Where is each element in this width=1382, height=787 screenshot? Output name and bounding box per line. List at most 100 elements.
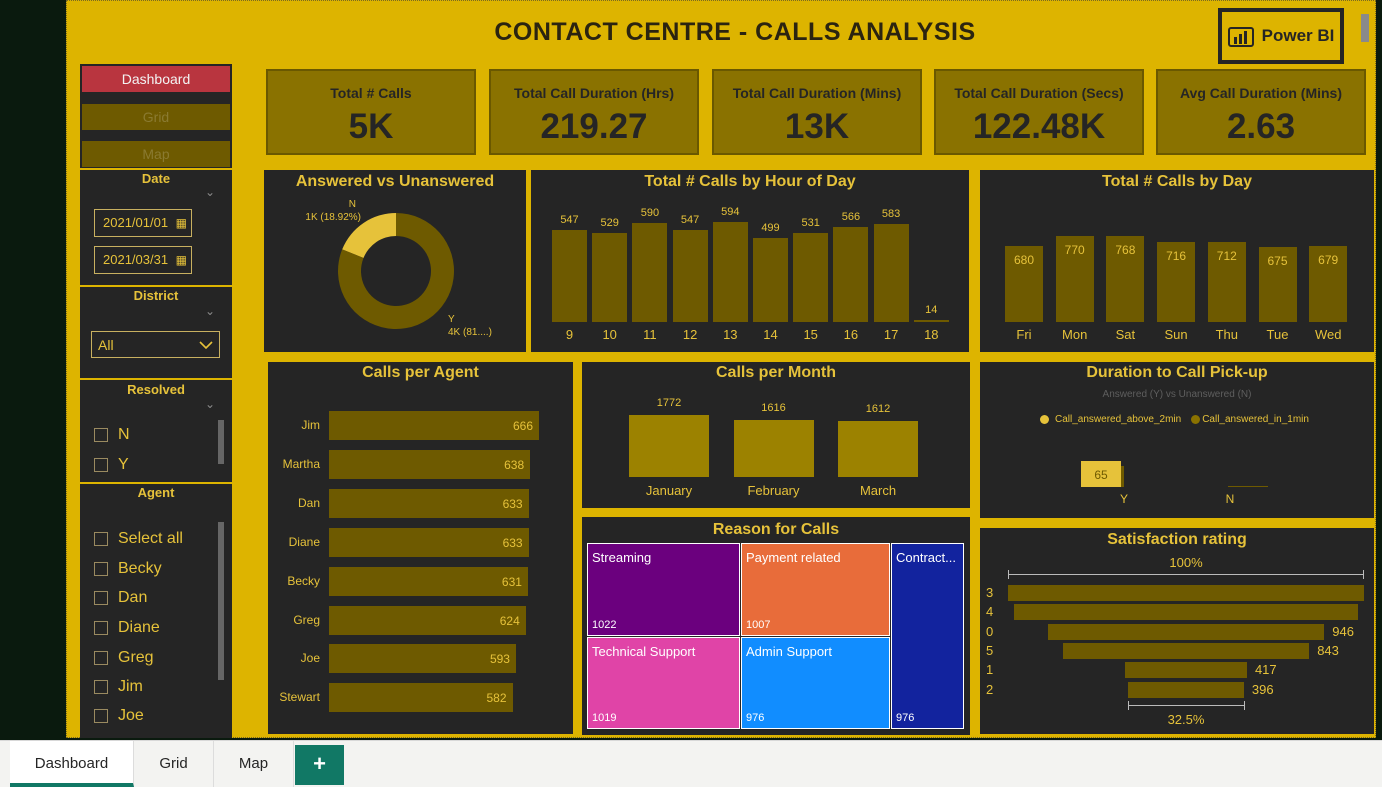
checkbox[interactable]: [94, 458, 108, 472]
chart-bar[interactable]: [329, 566, 528, 596]
chart-bar[interactable]: [1157, 242, 1196, 322]
chart-bar[interactable]: [329, 644, 516, 674]
chart-bar[interactable]: [329, 411, 539, 440]
kpi-value: 2.63: [1226, 107, 1296, 146]
chart-bar[interactable]: [552, 229, 587, 322]
funnel-bracket: [1128, 705, 1245, 706]
chart-bar[interactable]: [1055, 236, 1094, 322]
chart-bar[interactable]: [329, 488, 529, 518]
chart-bar[interactable]: [753, 237, 788, 322]
district-dropdown[interactable]: All: [91, 331, 220, 358]
treemap-cell[interactable]: [587, 637, 740, 729]
chevron-down-icon[interactable]: ⌄: [205, 304, 216, 318]
chart-bar[interactable]: [329, 449, 531, 479]
funnel-bar[interactable]: [1125, 662, 1247, 679]
treemap-cell[interactable]: [741, 543, 890, 636]
checkbox[interactable]: [94, 680, 108, 694]
chart-bar[interactable]: [592, 232, 628, 322]
checkbox[interactable]: [94, 428, 108, 442]
chart-bar[interactable]: [1207, 242, 1246, 322]
chart-bar[interactable]: [329, 527, 529, 557]
axis-tick-label: 4: [986, 604, 994, 620]
chart-bar[interactable]: [329, 605, 526, 635]
axis-tick-label: 18: [924, 327, 939, 342]
tab-grid[interactable]: Grid: [134, 741, 214, 787]
treemap-cell[interactable]: [891, 543, 964, 729]
data-label: 633: [502, 535, 523, 550]
chevron-down-icon[interactable]: ⌄: [205, 397, 216, 411]
tab-dashboard[interactable]: Dashboard: [10, 741, 134, 787]
nav-grid-button[interactable]: Grid: [82, 104, 230, 130]
checkbox[interactable]: [94, 532, 108, 546]
data-label: 666: [512, 419, 533, 433]
chart-bar[interactable]: [1258, 246, 1297, 322]
donut-slice[interactable]: [342, 213, 396, 258]
chart-bar[interactable]: [733, 420, 814, 477]
nav-dashboard-button[interactable]: Dashboard: [82, 66, 230, 92]
chart-bar[interactable]: [1106, 236, 1145, 322]
resolved-option[interactable]: Y: [94, 454, 129, 476]
tab-map[interactable]: Map: [214, 741, 294, 787]
chevron-down-icon[interactable]: [199, 341, 213, 349]
chart-bar[interactable]: [913, 319, 949, 322]
treemap-value: 976: [746, 712, 765, 724]
treemap-label: Contract...: [896, 550, 956, 565]
chart-bar[interactable]: [1121, 466, 1125, 487]
powerbi-icon: [1227, 27, 1254, 47]
data-label: 631: [501, 574, 522, 589]
chart-bar[interactable]: [793, 232, 829, 322]
checkbox[interactable]: [94, 651, 108, 665]
chart-bar[interactable]: [672, 229, 708, 322]
agent-option[interactable]: Select all: [94, 528, 183, 550]
scrollbar[interactable]: [218, 420, 224, 464]
chart-bar[interactable]: [632, 222, 668, 322]
kpi-value: 122.48K: [972, 107, 1106, 146]
scrollbar-thumb[interactable]: [1361, 14, 1369, 42]
checkbox[interactable]: [94, 621, 108, 635]
chart-bar[interactable]: [1081, 461, 1121, 487]
kpi-card: [266, 69, 476, 155]
chart-bar[interactable]: [712, 222, 748, 322]
agent-option[interactable]: Greg: [94, 647, 154, 669]
chart-bar[interactable]: [833, 226, 869, 322]
axis-tick-label: 3: [986, 585, 994, 600]
answered-title: Answered vs Unanswered: [295, 173, 495, 190]
chart-bar[interactable]: [329, 683, 513, 713]
funnel-top-label: 100%: [1169, 555, 1203, 570]
funnel-bar[interactable]: [1014, 604, 1358, 621]
treemap-cell[interactable]: [587, 543, 740, 636]
axis-tick-label: 5: [986, 642, 994, 658]
agent-option[interactable]: Joe: [94, 705, 144, 727]
calendar-icon[interactable]: ▦: [175, 216, 187, 230]
kpi-card: [489, 69, 699, 155]
date-start-field[interactable]: 2021/01/01 ▦: [94, 209, 192, 237]
scrollbar[interactable]: [218, 522, 224, 680]
treemap-cell[interactable]: [741, 637, 890, 729]
chart-bar[interactable]: [1005, 246, 1043, 322]
checkbox[interactable]: [94, 709, 108, 723]
agent-option[interactable]: Dan: [94, 587, 147, 609]
funnel-bar[interactable]: [1008, 585, 1364, 601]
agent-option[interactable]: Becky: [94, 558, 162, 580]
checkbox[interactable]: [94, 562, 108, 576]
funnel-bar[interactable]: [1062, 642, 1310, 659]
chart-bar[interactable]: [838, 420, 918, 477]
funnel-bar[interactable]: [1128, 681, 1244, 698]
option-label: Diane: [118, 619, 160, 636]
agent-option[interactable]: Jim: [94, 676, 143, 698]
date-end-field[interactable]: 2021/03/31 ▦: [94, 246, 192, 274]
calendar-icon[interactable]: ▦: [175, 253, 187, 267]
resolved-option[interactable]: N: [94, 424, 130, 446]
agent-option[interactable]: Diane: [94, 617, 160, 639]
add-page-button[interactable]: +: [295, 745, 344, 785]
chart-bar[interactable]: [1309, 246, 1348, 322]
funnel-bar[interactable]: [1047, 623, 1325, 640]
chart-bar[interactable]: [1228, 486, 1268, 487]
chevron-down-icon[interactable]: ⌄: [205, 185, 216, 199]
donut-slice[interactable]: [338, 213, 454, 329]
nav-map-button[interactable]: Map: [82, 141, 230, 167]
chart-bar[interactable]: [873, 223, 909, 322]
checkbox[interactable]: [94, 591, 108, 605]
page-tab-bar: [0, 740, 1382, 787]
chart-bar[interactable]: [629, 415, 709, 477]
